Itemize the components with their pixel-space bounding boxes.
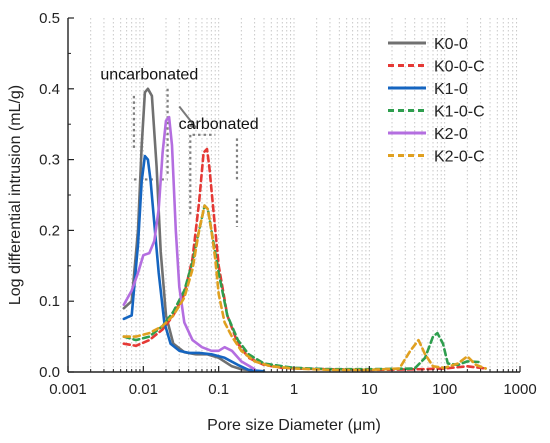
y-tick-label: 0.1 xyxy=(39,293,60,310)
x-tick-label: 0.1 xyxy=(208,381,229,398)
y-tick-label: 0.0 xyxy=(39,364,60,381)
series-line-k1-0-c xyxy=(122,204,482,371)
legend-label-k0-0: K0-0 xyxy=(434,36,468,53)
y-tick-label: 0.2 xyxy=(39,222,60,239)
annotation-guides xyxy=(132,88,239,227)
y-axis-title: Log differential intrusion (mL/g) xyxy=(7,85,24,305)
x-tick-label: 1000 xyxy=(503,381,536,398)
legend-label-k1-0-c: K1-0-C xyxy=(434,104,485,121)
annotation-uncarbonated: uncarbonated xyxy=(100,67,198,84)
x-axis-title: Pore size Diameter (μm) xyxy=(207,417,381,434)
ticks: 0.001 0.01 0.1 1 10 100 1000 0.0 0.1 0.2 0.3 0.4 0.5 xyxy=(39,10,537,398)
annotation-carbonated: carbonated xyxy=(179,116,259,133)
y-tick-label: 0.5 xyxy=(39,10,60,27)
annotations: uncarbonated carbonated xyxy=(100,67,258,134)
x-tick-label: 0.01 xyxy=(129,381,158,398)
y-tick-label: 0.3 xyxy=(39,152,60,169)
series-line-k1-0 xyxy=(122,154,266,373)
x-tick-label: 10 xyxy=(361,381,378,398)
legend-label-k0-0-c: K0-0-C xyxy=(434,59,485,76)
y-tick-label: 0.4 xyxy=(39,81,60,98)
legend-label-k2-0-c: K2-0-C xyxy=(434,149,485,166)
series-lines xyxy=(122,87,488,373)
series-line-k2-0-c xyxy=(122,204,488,372)
series-line-k0-0 xyxy=(122,87,256,372)
legend: K0-0 K0-0-C K1-0 K1-0-C K2-0 K2-0-C xyxy=(388,36,485,166)
legend-label-k1-0: K1-0 xyxy=(434,81,468,98)
series-line-k2-0 xyxy=(122,115,256,371)
annotation-arrowhead xyxy=(188,120,196,128)
x-tick-label: 1 xyxy=(290,381,298,398)
legend-label-k2-0: K2-0 xyxy=(434,126,468,143)
x-tick-label: 100 xyxy=(432,381,457,398)
x-tick-label: 0.001 xyxy=(49,381,87,398)
